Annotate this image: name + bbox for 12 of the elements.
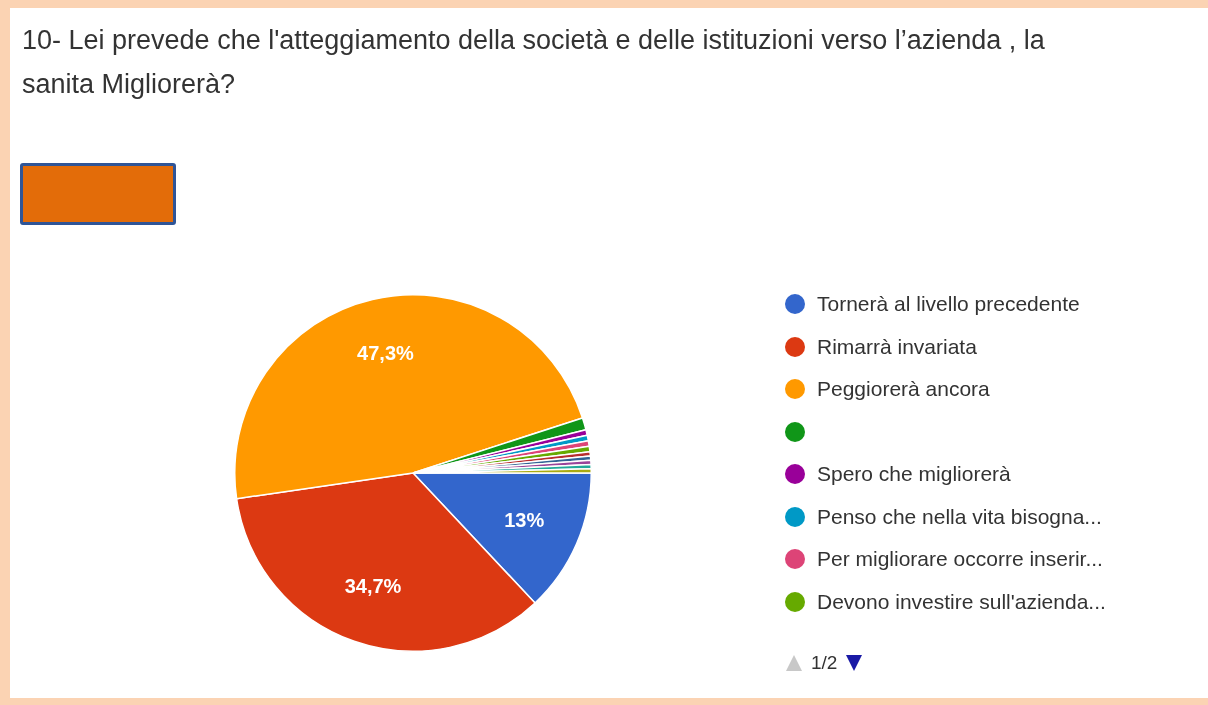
text: 1/2 <box>811 652 838 674</box>
legend-label: Per migliorare occorre inserir... <box>817 547 1103 572</box>
legend-label: Peggiorerà ancora <box>817 377 990 402</box>
legend-label: Tornerà al livello precedente <box>817 292 1080 317</box>
data-label: 34,7% <box>344 574 402 597</box>
legend-label: Penso che nella vita bisogna... <box>817 504 1102 529</box>
data-label: 13% <box>504 508 545 531</box>
chart-title: 10- Lei prevede che l'atteggiamento della società e delle istituzioni verso l’azienda , la sanita Migliorerà? <box>22 24 1046 101</box>
legend-label: Devono investire sull'azienda... <box>817 589 1106 614</box>
data-label: 47,3% <box>357 342 415 365</box>
legend-label: Spero che migliorerà <box>817 462 1011 487</box>
legend-label: Rimarrà invariata <box>817 334 977 359</box>
